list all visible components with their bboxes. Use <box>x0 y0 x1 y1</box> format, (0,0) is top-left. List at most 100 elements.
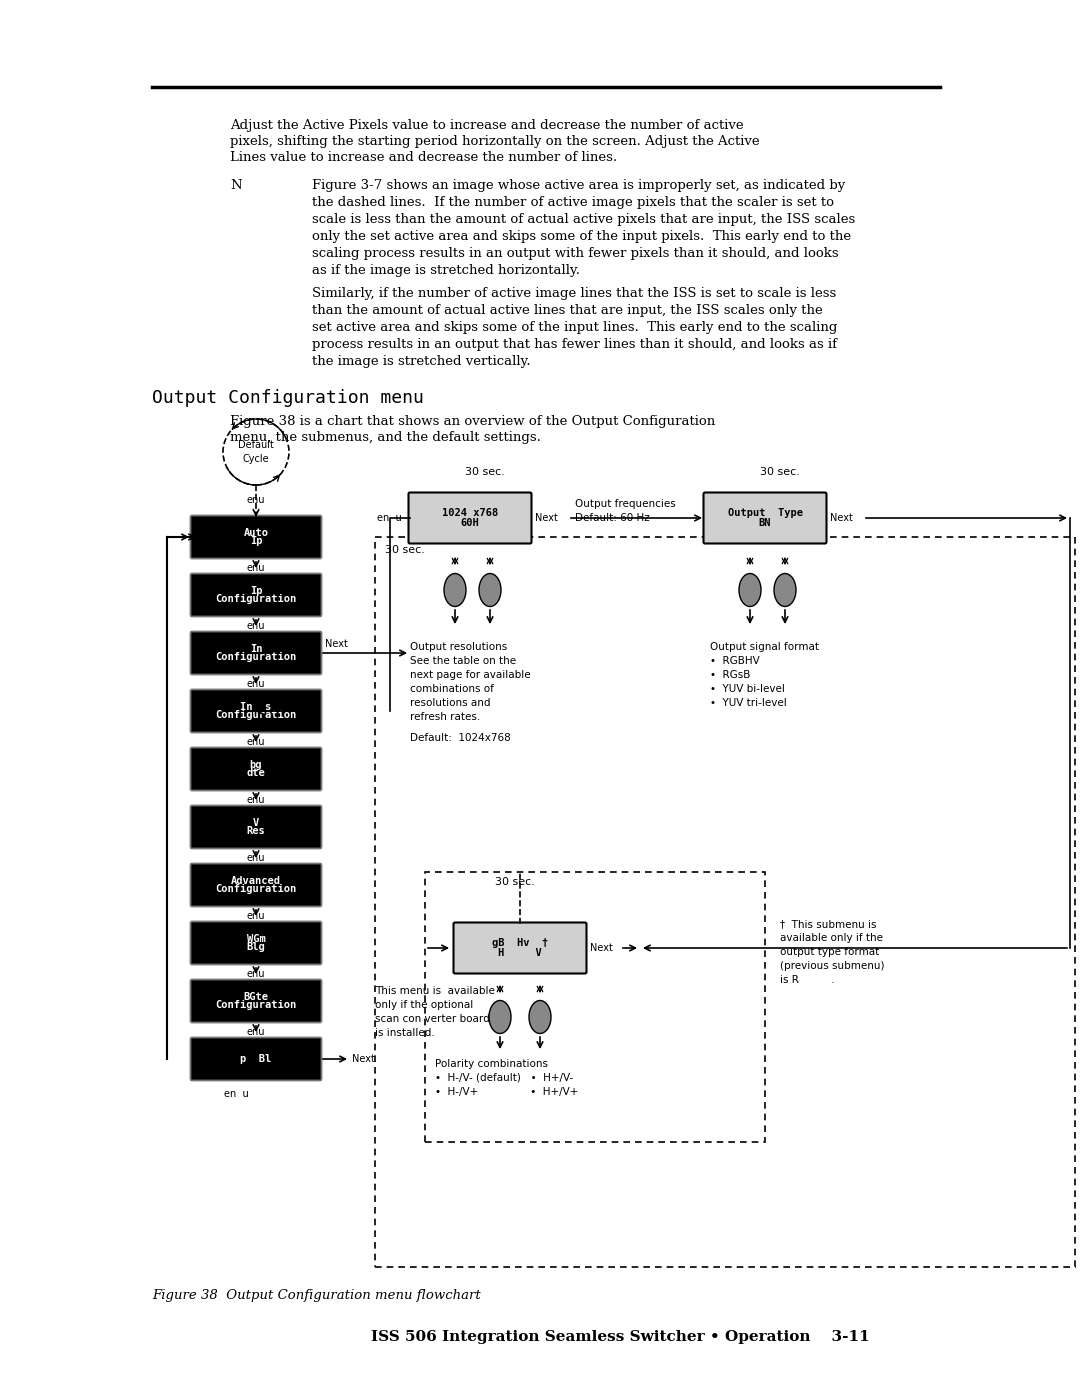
Text: menu, the submenus, and the default settings.: menu, the submenus, and the default sett… <box>230 432 541 444</box>
Text: Next: Next <box>831 513 853 522</box>
Text: 1024 x768: 1024 x768 <box>442 509 498 518</box>
Text: enu: enu <box>246 970 266 979</box>
Text: BN: BN <box>759 517 771 528</box>
Text: Configuration: Configuration <box>215 594 297 604</box>
Text: output type format: output type format <box>780 947 879 957</box>
Text: N: N <box>230 179 242 191</box>
Text: Figure 3-7 shows an image whose active area is improperly set, as indicated by
t: Figure 3-7 shows an image whose active a… <box>312 179 855 277</box>
Text: Output signal format: Output signal format <box>710 643 819 652</box>
Text: 30 sec.: 30 sec. <box>495 877 535 887</box>
Text: only if the optional: only if the optional <box>375 1000 473 1010</box>
Text: Next: Next <box>535 513 558 522</box>
Text: •  H-/V+                •  H+/V+: • H-/V+ • H+/V+ <box>435 1087 579 1097</box>
Text: Auto: Auto <box>243 528 269 538</box>
FancyBboxPatch shape <box>190 806 322 848</box>
Text: enu: enu <box>246 795 266 805</box>
Text: dte: dte <box>246 768 266 778</box>
Text: bg: bg <box>249 760 262 770</box>
Bar <box>375 536 1075 1267</box>
Text: Configuration: Configuration <box>215 1000 297 1010</box>
Text: 60H: 60H <box>461 517 480 528</box>
Text: •  YUV tri-level: • YUV tri-level <box>710 698 786 708</box>
Ellipse shape <box>529 1000 551 1034</box>
Text: enu: enu <box>246 911 266 921</box>
Text: Adjust the Active Pixels value to increase and decrease the number of active: Adjust the Active Pixels value to increa… <box>230 119 744 131</box>
Ellipse shape <box>774 574 796 606</box>
Text: enu: enu <box>246 563 266 573</box>
Text: †  This submenu is: † This submenu is <box>780 919 877 929</box>
FancyBboxPatch shape <box>190 690 322 732</box>
Ellipse shape <box>489 1000 511 1034</box>
Text: refresh rates.: refresh rates. <box>410 712 481 722</box>
Text: Ip: Ip <box>249 536 262 546</box>
FancyBboxPatch shape <box>190 863 322 907</box>
Text: 30 sec.: 30 sec. <box>465 467 504 476</box>
FancyBboxPatch shape <box>408 493 531 543</box>
Text: en  u: en u <box>377 513 402 522</box>
Text: Default: Default <box>238 440 274 450</box>
Ellipse shape <box>480 574 501 606</box>
Text: enu: enu <box>246 495 266 504</box>
Text: Output Configuration menu: Output Configuration menu <box>152 388 423 407</box>
FancyBboxPatch shape <box>190 1038 322 1080</box>
Text: V: V <box>253 817 259 828</box>
Text: Output  Type: Output Type <box>728 509 802 518</box>
Text: Configuration: Configuration <box>215 652 297 662</box>
Text: p  Bl: p Bl <box>241 1053 272 1065</box>
Text: Next: Next <box>325 638 348 650</box>
FancyBboxPatch shape <box>190 631 322 675</box>
FancyBboxPatch shape <box>190 979 322 1023</box>
Text: See the table on the: See the table on the <box>410 657 516 666</box>
Text: In  s: In s <box>241 701 272 712</box>
Text: (previous submenu): (previous submenu) <box>780 961 885 971</box>
Text: •  YUV bi-level: • YUV bi-level <box>710 685 785 694</box>
Text: Polarity combinations: Polarity combinations <box>435 1059 548 1069</box>
FancyBboxPatch shape <box>190 574 322 616</box>
Text: 30 sec.: 30 sec. <box>384 545 424 555</box>
Bar <box>426 872 765 1141</box>
FancyBboxPatch shape <box>454 922 586 974</box>
Text: Blg: Blg <box>246 942 266 953</box>
Text: Lines value to increase and decrease the number of lines.: Lines value to increase and decrease the… <box>230 151 617 163</box>
Text: en  u: en u <box>224 1090 248 1099</box>
Text: Configuration: Configuration <box>215 710 297 719</box>
Text: gB  Hv  †: gB Hv † <box>491 939 549 949</box>
Ellipse shape <box>739 574 761 606</box>
Text: scan con verter board: scan con verter board <box>375 1014 489 1024</box>
Text: Figure 38 is a chart that shows an overview of the Output Configuration: Figure 38 is a chart that shows an overv… <box>230 415 715 427</box>
Text: •  RGBHV: • RGBHV <box>710 657 759 666</box>
Text: enu: enu <box>246 854 266 863</box>
Text: available only if the: available only if the <box>780 933 883 943</box>
Text: Similarly, if the number of active image lines that the ISS is set to scale is l: Similarly, if the number of active image… <box>312 286 837 367</box>
Text: resolutions and: resolutions and <box>410 698 490 708</box>
Text: combinations of: combinations of <box>410 685 494 694</box>
Text: Cycle: Cycle <box>243 454 269 464</box>
Text: enu: enu <box>246 1027 266 1037</box>
Text: Res: Res <box>246 826 266 837</box>
Text: H     V: H V <box>498 947 542 957</box>
Text: enu: enu <box>246 679 266 689</box>
FancyBboxPatch shape <box>190 515 322 559</box>
Text: 30 sec.: 30 sec. <box>760 467 800 476</box>
Text: BGte: BGte <box>243 992 269 1002</box>
Text: Output resolutions: Output resolutions <box>410 643 508 652</box>
Text: enu: enu <box>246 738 266 747</box>
Text: Next: Next <box>590 943 612 953</box>
Text: is R          .: is R . <box>780 975 835 985</box>
FancyBboxPatch shape <box>703 493 826 543</box>
Text: Advanced: Advanced <box>231 876 281 886</box>
Text: In: In <box>249 644 262 654</box>
Text: •  H-/V- (default)   •  H+/V-: • H-/V- (default) • H+/V- <box>435 1073 573 1083</box>
Text: Ip: Ip <box>249 585 262 597</box>
Text: Default:  1024x768: Default: 1024x768 <box>410 733 511 743</box>
FancyBboxPatch shape <box>190 747 322 791</box>
Text: •  RGsB: • RGsB <box>710 671 751 680</box>
FancyBboxPatch shape <box>190 922 322 964</box>
Text: Default: 60 Hz: Default: 60 Hz <box>575 513 650 522</box>
Text: Next: Next <box>352 1053 375 1065</box>
Ellipse shape <box>444 574 465 606</box>
Text: WGm: WGm <box>246 933 266 944</box>
Text: ISS 506 Integration Seamless Switcher • Operation    3-11: ISS 506 Integration Seamless Switcher • … <box>372 1330 870 1344</box>
Text: enu: enu <box>246 622 266 631</box>
Text: Configuration: Configuration <box>215 884 297 894</box>
